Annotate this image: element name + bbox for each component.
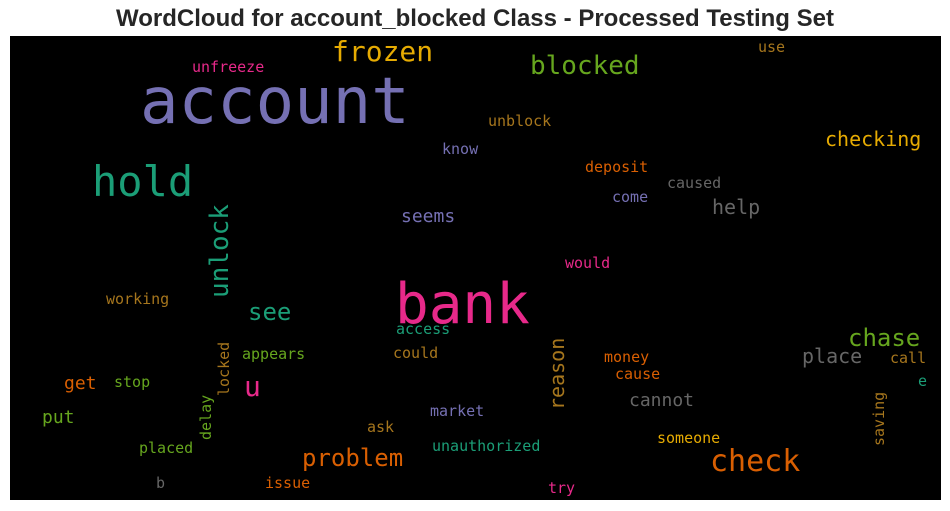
word-e: e bbox=[918, 372, 927, 390]
chart-title: WordCloud for account_blocked Class - Pr… bbox=[116, 5, 834, 32]
word-seems: seems bbox=[401, 206, 455, 227]
word-chase: chase bbox=[848, 324, 920, 352]
word-come: come bbox=[612, 188, 648, 206]
word-money: money bbox=[604, 348, 649, 366]
word-working: working bbox=[106, 290, 169, 308]
word-delay: delay bbox=[197, 395, 215, 440]
word-caused: caused bbox=[667, 174, 721, 192]
word-cannot: cannot bbox=[629, 390, 694, 411]
word-frozen: frozen bbox=[332, 36, 433, 68]
word-see: see bbox=[248, 298, 291, 326]
word-cause: cause bbox=[615, 365, 660, 383]
word-hold: hold bbox=[92, 157, 193, 206]
word-problem: problem bbox=[302, 444, 403, 472]
word-issue: issue bbox=[265, 474, 310, 492]
word-access: access bbox=[396, 320, 450, 338]
word-put: put bbox=[42, 407, 75, 428]
word-help: help bbox=[712, 195, 760, 219]
word-unfreeze: unfreeze bbox=[192, 58, 264, 76]
word-place: place bbox=[802, 344, 862, 368]
word-someone: someone bbox=[657, 429, 720, 447]
word-use: use bbox=[758, 38, 785, 56]
word-call: call bbox=[890, 349, 926, 367]
word-reason: reason bbox=[545, 338, 569, 410]
word-unauthorized: unauthorized bbox=[432, 437, 540, 455]
word-bank: bank bbox=[395, 272, 530, 337]
word-u: u bbox=[244, 370, 261, 403]
word-unblock: unblock bbox=[488, 112, 551, 130]
word-account: account bbox=[140, 65, 410, 139]
word-blocked: blocked bbox=[530, 51, 640, 81]
word-would: would bbox=[565, 254, 610, 272]
word-appears: appears bbox=[242, 345, 305, 363]
word-market: market bbox=[430, 402, 484, 420]
word-deposit: deposit bbox=[585, 158, 648, 176]
word-cloud-background bbox=[10, 36, 941, 500]
word-get: get bbox=[64, 373, 97, 394]
word-placed: placed bbox=[139, 439, 193, 457]
word-checking: checking bbox=[825, 127, 921, 151]
word-stop: stop bbox=[114, 373, 150, 391]
word-try: try bbox=[548, 479, 575, 497]
word-ask: ask bbox=[367, 418, 394, 436]
word-saving: saving bbox=[870, 392, 888, 446]
word-unlock: unlock bbox=[205, 204, 235, 298]
word-check: check bbox=[710, 444, 800, 479]
word-locked: locked bbox=[215, 342, 233, 396]
word-could: could bbox=[393, 344, 438, 362]
word-know: know bbox=[442, 140, 479, 158]
word-b: b bbox=[156, 474, 165, 492]
